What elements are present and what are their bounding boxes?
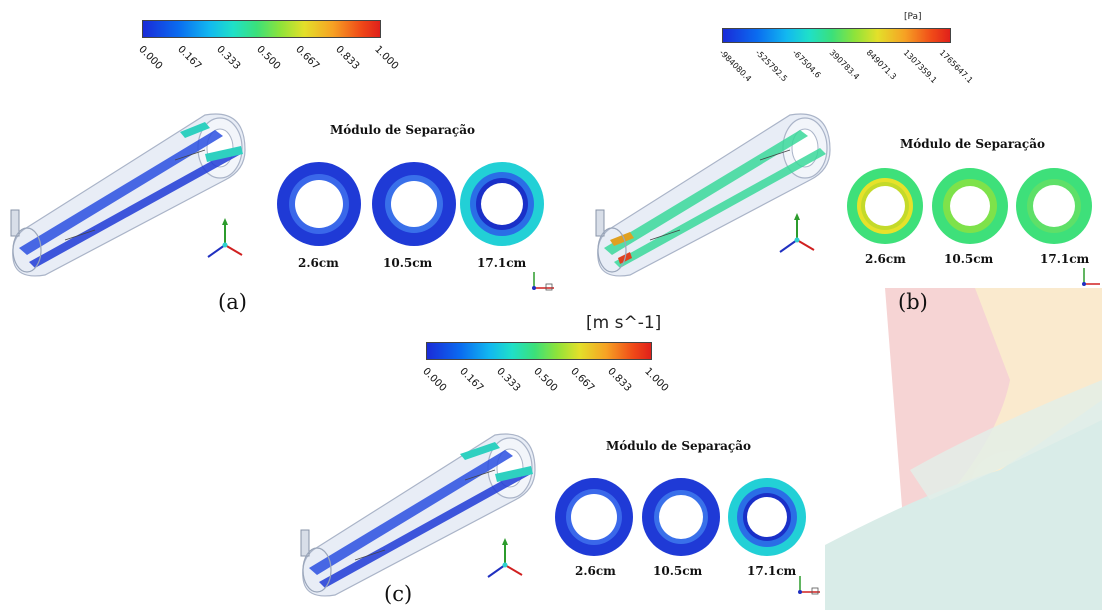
colorbar-gradient — [142, 20, 381, 38]
colorbar-tick: 0.333 — [494, 366, 523, 395]
colorbar-unit: [Pa] — [904, 12, 922, 22]
colorbar-tick: 0.667 — [568, 366, 597, 395]
panel-b: [Pa] -984080.4 -525792.5 -67504.6 390783… — [560, 0, 1102, 330]
pipe-3d-render — [10, 113, 246, 277]
colorbar-gradient — [722, 28, 951, 43]
colorbar-tick: 0.500 — [254, 44, 283, 73]
colorbar-tick: 0.667 — [293, 44, 322, 73]
mini-axis-icon — [1082, 268, 1100, 286]
cross-section-ring-2 — [372, 162, 456, 246]
cross-section-ring-3 — [1016, 168, 1092, 244]
mini-axis-icon — [532, 272, 554, 291]
colorbar-tick: 1765647.1 — [937, 48, 975, 85]
cross-section-ring-1 — [277, 162, 361, 246]
colorbar-tick: 0.167 — [175, 44, 204, 73]
colorbar-tick: -525792.5 — [753, 48, 790, 84]
cross-section-ring-3 — [460, 162, 544, 246]
ring-label: 10.5cm — [944, 252, 994, 266]
colorbar-tick: 0.333 — [214, 44, 243, 73]
module-title: Módulo de Separação — [606, 439, 751, 453]
cross-section-ring-1 — [847, 168, 923, 244]
ring-label: 2.6cm — [575, 564, 616, 578]
colorbar-tick: 1.000 — [642, 366, 671, 395]
colorbar-tick: 0.833 — [605, 366, 634, 395]
colorbar-gradient — [426, 342, 652, 360]
panel-label-b: (b) — [898, 290, 928, 314]
module-title: Módulo de Separação — [900, 137, 1045, 151]
cross-section-ring-3 — [728, 478, 806, 556]
pipe-3d-render — [595, 113, 831, 277]
panel-a: 0.000 0.167 0.333 0.500 0.667 0.833 1.00… — [0, 0, 560, 330]
ring-label: 2.6cm — [865, 252, 906, 266]
mini-axis-icon — [798, 576, 820, 595]
colorbar-tick: 0.500 — [531, 366, 560, 395]
colorbar-tick: 849071.3 — [864, 48, 898, 82]
cross-section-ring-2 — [932, 168, 1008, 244]
colorbar-tick: 390783.4 — [827, 48, 861, 82]
cross-section-ring-2 — [642, 478, 720, 556]
colorbar-tick: -984080.4 — [717, 48, 754, 84]
cross-section-ring-1 — [555, 478, 633, 556]
colorbar-tick: 0.167 — [457, 366, 486, 395]
ring-label: 2.6cm — [298, 256, 339, 270]
axis-triad — [487, 538, 523, 578]
ring-label: 17.1cm — [477, 256, 527, 270]
ring-label: 10.5cm — [383, 256, 433, 270]
colorbar-tick: -67504.6 — [790, 48, 823, 80]
colorbar-tick: 0.833 — [333, 44, 362, 73]
axis-triad — [207, 218, 243, 258]
colorbar-tick: 1.000 — [372, 44, 401, 73]
panel-label-c: (c) — [384, 582, 413, 606]
ring-label: 10.5cm — [653, 564, 703, 578]
module-title: Módulo de Separação — [330, 123, 475, 137]
axis-triad — [779, 213, 815, 253]
colorbar-tick: 0.000 — [136, 44, 165, 73]
colorbar-tick: 0.000 — [420, 366, 449, 395]
ring-label: 17.1cm — [747, 564, 797, 578]
pipe-3d-render — [300, 433, 536, 597]
ring-label: 17.1cm — [1040, 252, 1090, 266]
panel-c: [m s^-1] 0.000 0.167 0.333 0.500 0.667 0… — [280, 310, 840, 610]
colorbar-unit: [m s^-1] — [586, 313, 662, 333]
panel-label-a: (a) — [218, 290, 247, 314]
colorbar-tick: 1307359.1 — [901, 48, 939, 85]
